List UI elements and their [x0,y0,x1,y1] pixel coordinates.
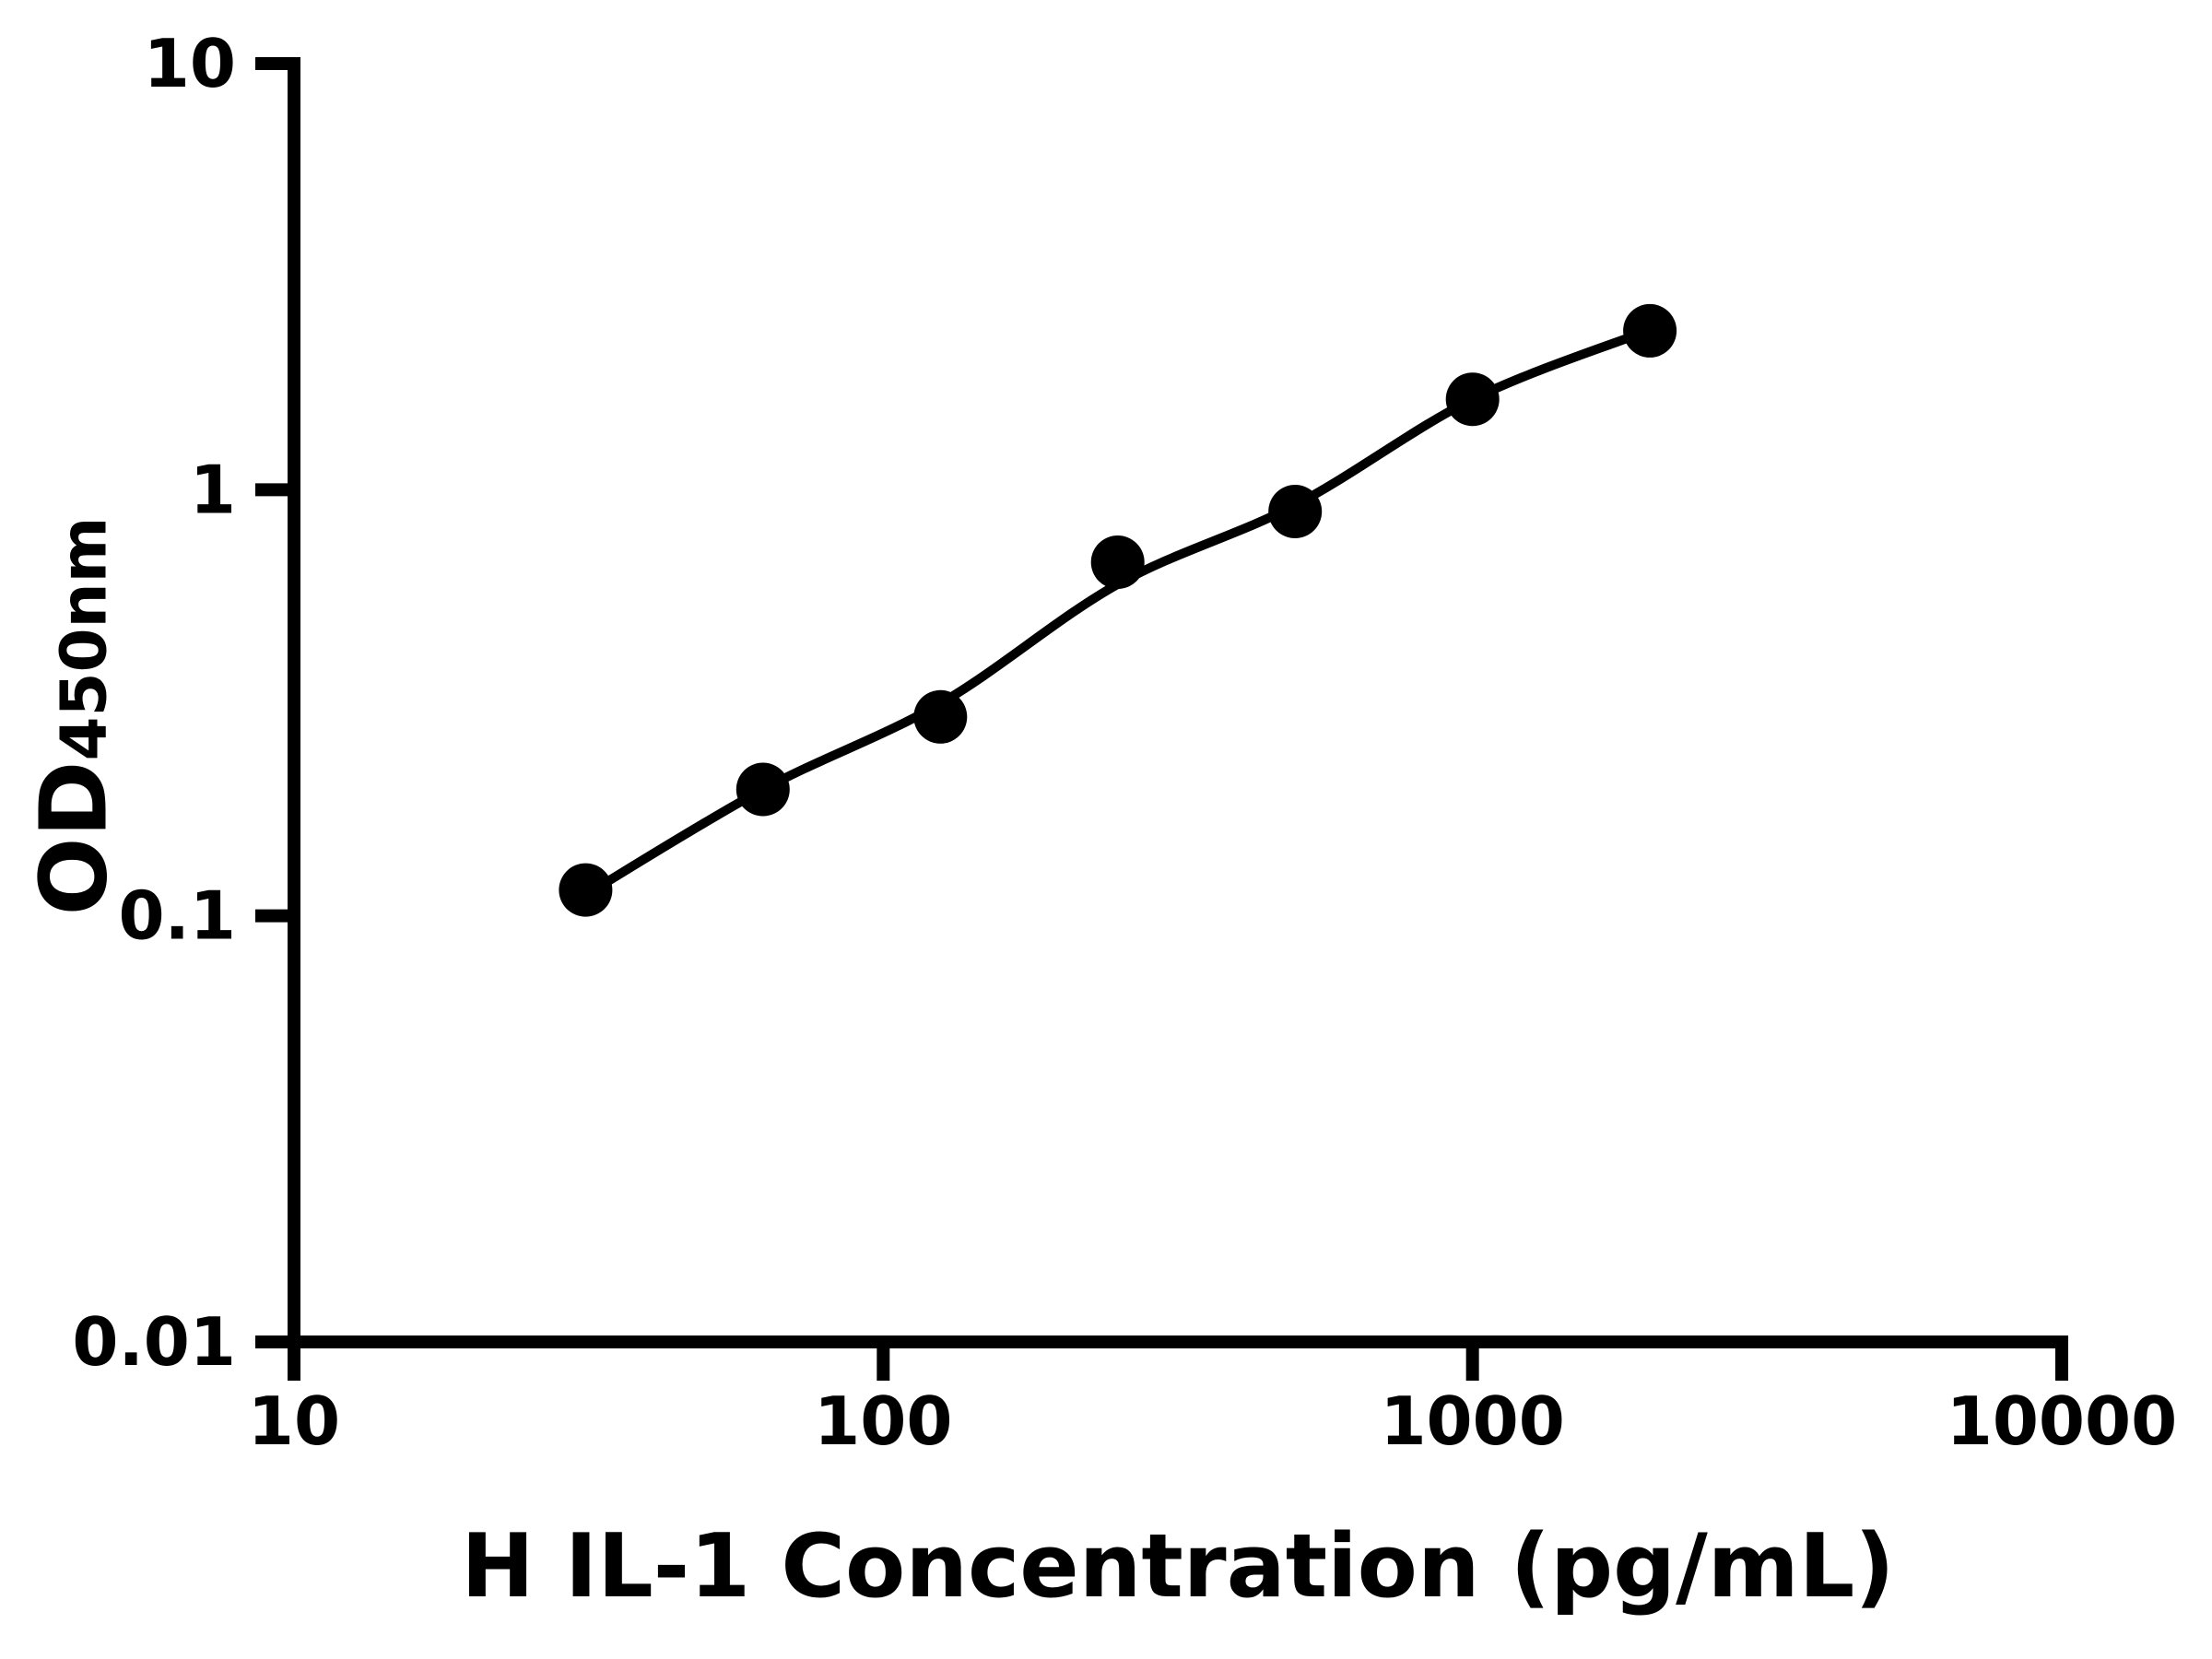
y-axis-title: OD450nm [20,516,128,915]
y-tick-label: 0.01 [72,1303,236,1381]
data-point [1090,535,1145,589]
y-tick-label: 10 [144,25,236,102]
y-tick-label: 1 [190,451,236,528]
x-tick-label: 10000 [1947,1382,2178,1460]
x-tick-label: 100 [814,1382,952,1460]
y-axis-title-subscript: 450nm [47,516,122,761]
data-point [559,863,613,917]
data-point [1623,303,1677,358]
x-tick-label: 10 [248,1382,340,1460]
data-point [913,689,968,744]
y-tick-label: 0.1 [118,877,236,955]
data-point [1268,485,1323,538]
data-point [735,762,790,817]
x-tick-label: 1000 [1380,1382,1564,1460]
y-axis-title-main: OD [19,760,128,916]
x-axis-title: H IL-1 Concentration (pg/mL) [461,1516,1895,1618]
data-point [1445,372,1500,427]
